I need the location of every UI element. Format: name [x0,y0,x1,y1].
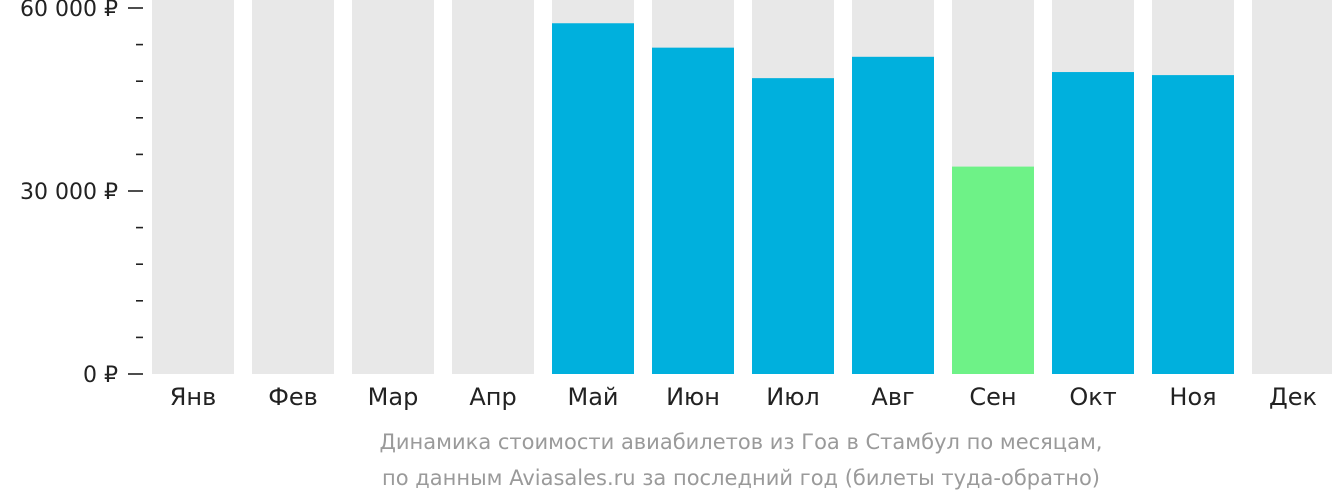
background-bar-2 [252,0,334,374]
price-bar-9[interactable] [952,166,1034,374]
x-tick-label: Дек [1269,383,1317,411]
price-bar-8[interactable] [852,56,934,375]
price-bar-6[interactable] [652,47,734,375]
background-bar-3 [352,0,434,374]
x-tick-label: Янв [170,383,217,411]
background-bar-1 [152,0,234,374]
price-bar-11[interactable] [1152,75,1234,374]
x-tick-label: Ноя [1169,383,1216,411]
x-tick-label: Мар [368,383,419,411]
value-bars [552,23,1234,375]
x-tick-label: Сен [969,383,1016,411]
x-tick-label: Фев [268,383,318,411]
background-bar-12 [1252,0,1332,374]
price-bar-7[interactable] [752,78,834,375]
x-tick-label: Июн [666,383,720,411]
price-bar-5[interactable] [552,23,634,374]
y-axis: 0 ₽ 30 000 ₽ 60 000 ₽ [20,0,143,388]
x-tick-label: Авг [871,383,914,411]
x-tick-label: Июл [766,383,820,411]
chart-caption-line-1: Динамика стоимости авиабилетов из Гоа в … [379,430,1103,454]
x-tick-label: Май [567,383,618,411]
price-bar-chart: 0 ₽ 30 000 ₽ 60 000 ₽ Янв Фев Мар Апр Май Июн Ию… [20,0,1332,411]
y-tick-label: 0 ₽ [83,363,118,388]
x-tick-label: Апр [469,383,516,411]
chart-caption-line-2: по данным Aviasales.ru за последний год … [382,466,1100,490]
y-tick-label: 60 000 ₽ [20,0,118,22]
x-axis: Янв Фев Мар Апр Май Июн Июл Авг Сен Окт Ноя Дек [170,383,1317,411]
y-tick-label: 30 000 ₽ [20,180,118,205]
x-tick-label: Окт [1069,383,1116,411]
price-bar-10[interactable] [1052,72,1134,375]
background-bar-4 [452,0,534,374]
